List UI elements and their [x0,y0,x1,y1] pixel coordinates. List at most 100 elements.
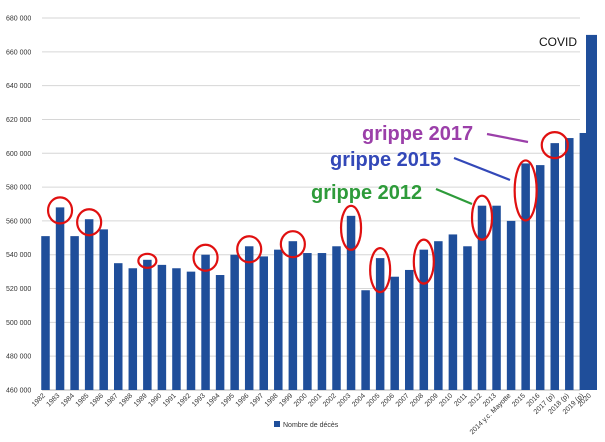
x-tick-label: 1983 [45,392,61,408]
bar-2009 [434,241,443,390]
bar-1996 [244,246,254,390]
bar-1985 [84,219,94,390]
legend: Nombre de décès [274,421,339,429]
x-tick-label: 2005 [366,392,382,408]
x-axis-ticks: 1982198319841985198619871988198919901991… [31,392,593,436]
highlight-circle [76,208,103,237]
bar-2017--p- [550,143,559,390]
bar-2000 [303,253,312,390]
bar-1994 [215,275,225,390]
annotation-label: grippe 2017 [362,123,473,145]
bar-1983 [55,207,65,390]
x-tick-label: 2010 [438,392,454,408]
x-tick-label: 2002 [322,392,338,408]
bar-2019--p- [579,132,589,390]
x-tick-label: 2015 [511,392,527,408]
x-tick-label: 1986 [89,392,105,408]
x-tick-label: 1998 [264,392,280,408]
highlight-circle [236,235,263,264]
y-tick-label: 500 000 [6,320,31,327]
y-tick-label: 640 000 [6,83,31,90]
bar-1995 [230,254,239,390]
bar-2012 [477,205,487,390]
x-tick-label: 2009 [424,392,440,408]
x-tick-label: 1990 [147,392,163,408]
legend-label: Nombre de décès [283,422,339,429]
y-tick-label: 560 000 [6,218,31,225]
bar-1989 [143,259,152,390]
x-tick-label: 2006 [380,392,396,408]
bar-2005 [375,258,385,390]
highlight-circles [46,131,569,294]
highlight-circle [192,243,219,272]
x-tick-label: 2001 [307,392,323,408]
bar-1997 [259,256,268,390]
bars [41,34,597,391]
bar-2010 [448,234,458,390]
x-tick-label: 2000 [293,392,309,408]
bar-1993 [201,254,210,390]
x-tick-label: 1984 [60,392,76,408]
x-tick-label: 2008 [409,392,425,408]
x-tick-label: 1995 [220,392,236,408]
x-tick-label: 1988 [118,392,134,408]
highlight-circle [540,131,569,160]
x-tick-label: 2007 [395,392,411,408]
bar-2018--p- [565,138,574,390]
highlight-circle [513,159,538,222]
bar-2003 [346,215,356,390]
highlight-circle [369,247,392,294]
x-tick-label: 1999 [278,392,294,408]
bar-2015 [521,163,530,390]
bar-2002 [332,246,341,390]
x-tick-label: 2004 [351,392,367,408]
y-tick-label: 460 000 [6,388,31,395]
x-tick-label: 2012 [467,392,483,408]
annotation-label: grippe 2012 [311,182,422,204]
annotation-arrow [486,132,529,144]
bar-2007 [405,269,414,390]
bar-2011 [463,246,472,390]
x-tick-label: 1997 [249,392,265,408]
bar-1984 [70,236,79,390]
x-tick-label: 1987 [104,392,120,408]
bar-2004 [361,290,370,390]
x-tick-label: 1994 [206,392,222,408]
bar-1991 [172,268,181,390]
y-tick-label: 600 000 [6,151,31,158]
x-tick-label: 1992 [176,392,192,408]
bar-2006 [390,276,399,390]
bar-2013 [492,205,501,390]
bar-2008 [419,249,429,390]
bar-1986 [99,229,108,390]
bar-1992 [186,271,196,390]
bar-1982 [41,236,50,390]
x-tick-label: 1991 [162,392,178,408]
x-tick-label: 1996 [235,392,251,408]
y-tick-label: 620 000 [6,117,31,124]
bar-1998 [274,249,283,390]
bar-1999 [288,241,298,390]
bar-2001 [317,253,327,390]
x-tick-label: 1989 [133,392,149,408]
x-tick-label: 1993 [191,392,207,408]
x-tick-label: 2011 [453,392,469,408]
x-tick-label: 1985 [75,392,91,408]
bar-2016 [535,165,545,390]
bar-1988 [128,268,138,390]
highlight-circle [279,230,306,259]
annotation-arrow [435,187,473,206]
y-tick-label: 660 000 [6,49,31,56]
y-tick-label: 680 000 [6,16,31,23]
x-tick-label: 2003 [336,392,352,408]
y-tick-label: 520 000 [6,286,31,293]
y-tick-label: 580 000 [6,185,31,192]
bar-2014-y-c--Mayotte [506,220,516,390]
annotation-label: grippe 2015 [330,149,441,171]
highlight-circle [470,194,494,241]
highlight-circle [412,238,435,285]
bar-2020 [586,34,597,391]
bar-1987 [114,263,123,390]
covid-label: COVID [539,35,577,49]
